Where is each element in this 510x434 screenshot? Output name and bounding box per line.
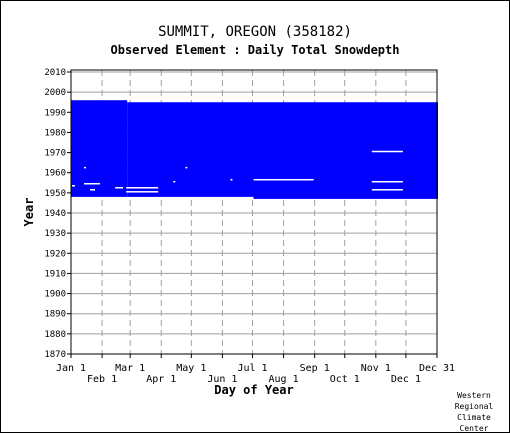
- y-tick-label: 1890: [44, 310, 66, 320]
- y-axis-label: Year: [22, 198, 36, 227]
- y-tick-label: 1930: [44, 229, 66, 239]
- coverage-block: [127, 102, 254, 197]
- y-tick-label: 1980: [44, 128, 66, 138]
- y-tick-label: 2000: [44, 88, 66, 98]
- x-tick-label: May 1: [176, 363, 206, 374]
- x-tick-label: Sep 1: [300, 363, 330, 374]
- chart-subtitle: Observed Element : Daily Total Snowdepth: [110, 43, 400, 57]
- y-tick-label: 1970: [44, 149, 66, 159]
- credit-line: Center: [459, 424, 489, 433]
- x-tick-label: Aug 1: [269, 374, 299, 385]
- missing-data-mark: [185, 166, 188, 169]
- missing-data-mark: [84, 182, 101, 185]
- y-tick-label: 2010: [44, 68, 66, 78]
- y-tick-label: 1940: [44, 209, 66, 219]
- plot-border: [70, 69, 438, 355]
- y-tick-label: 1920: [44, 249, 66, 259]
- x-tick-label: Nov 1: [361, 363, 391, 374]
- missing-data-mark: [371, 180, 403, 183]
- credit-block: Western Regional Climate Center: [444, 390, 504, 434]
- missing-data-mark: [72, 185, 76, 187]
- x-tick-label: Dec 31: [419, 363, 455, 374]
- missing-data-mark: [126, 187, 159, 189]
- x-tick-label: Oct 1: [330, 374, 360, 385]
- x-tick-label: Jun 1: [207, 374, 237, 385]
- y-tick-label: 1880: [44, 330, 66, 340]
- y-tick-label: 1870: [44, 350, 66, 360]
- missing-data-mark: [126, 191, 159, 193]
- missing-data-mark: [230, 178, 233, 181]
- x-axis-label: Day of Year: [214, 383, 293, 397]
- missing-data-mark: [90, 189, 96, 191]
- missing-data-mark: [253, 178, 314, 181]
- x-tick-label: Dec 1: [391, 374, 421, 385]
- missing-data-mark: [115, 187, 124, 189]
- coverage-block: [253, 102, 439, 199]
- y-tick-label: 1950: [44, 189, 66, 199]
- credit-line: Regional: [454, 402, 494, 411]
- missing-data-mark: [84, 166, 87, 169]
- y-tick-label: 1900: [44, 290, 66, 300]
- x-tick-label: Feb 1: [87, 374, 117, 385]
- y-tick-label: 1990: [44, 108, 66, 118]
- missing-data-mark: [173, 180, 176, 183]
- x-tick-label: Jul 1: [237, 363, 267, 374]
- chart-title: SUMMIT, OREGON (358182): [158, 24, 352, 40]
- missing-data-mark: [371, 189, 403, 191]
- coverage-block: [71, 100, 128, 197]
- x-tick-label: Apr 1: [146, 374, 176, 385]
- y-tick-label: 1910: [44, 269, 66, 279]
- missing-data-mark: [371, 150, 403, 153]
- x-tick-label: Mar 1: [115, 363, 145, 374]
- x-tick-label: Jan 1: [56, 363, 86, 374]
- y-tick-label: 1960: [44, 169, 66, 179]
- credit-line: Western: [457, 391, 491, 400]
- credit-line: Climate: [457, 413, 491, 422]
